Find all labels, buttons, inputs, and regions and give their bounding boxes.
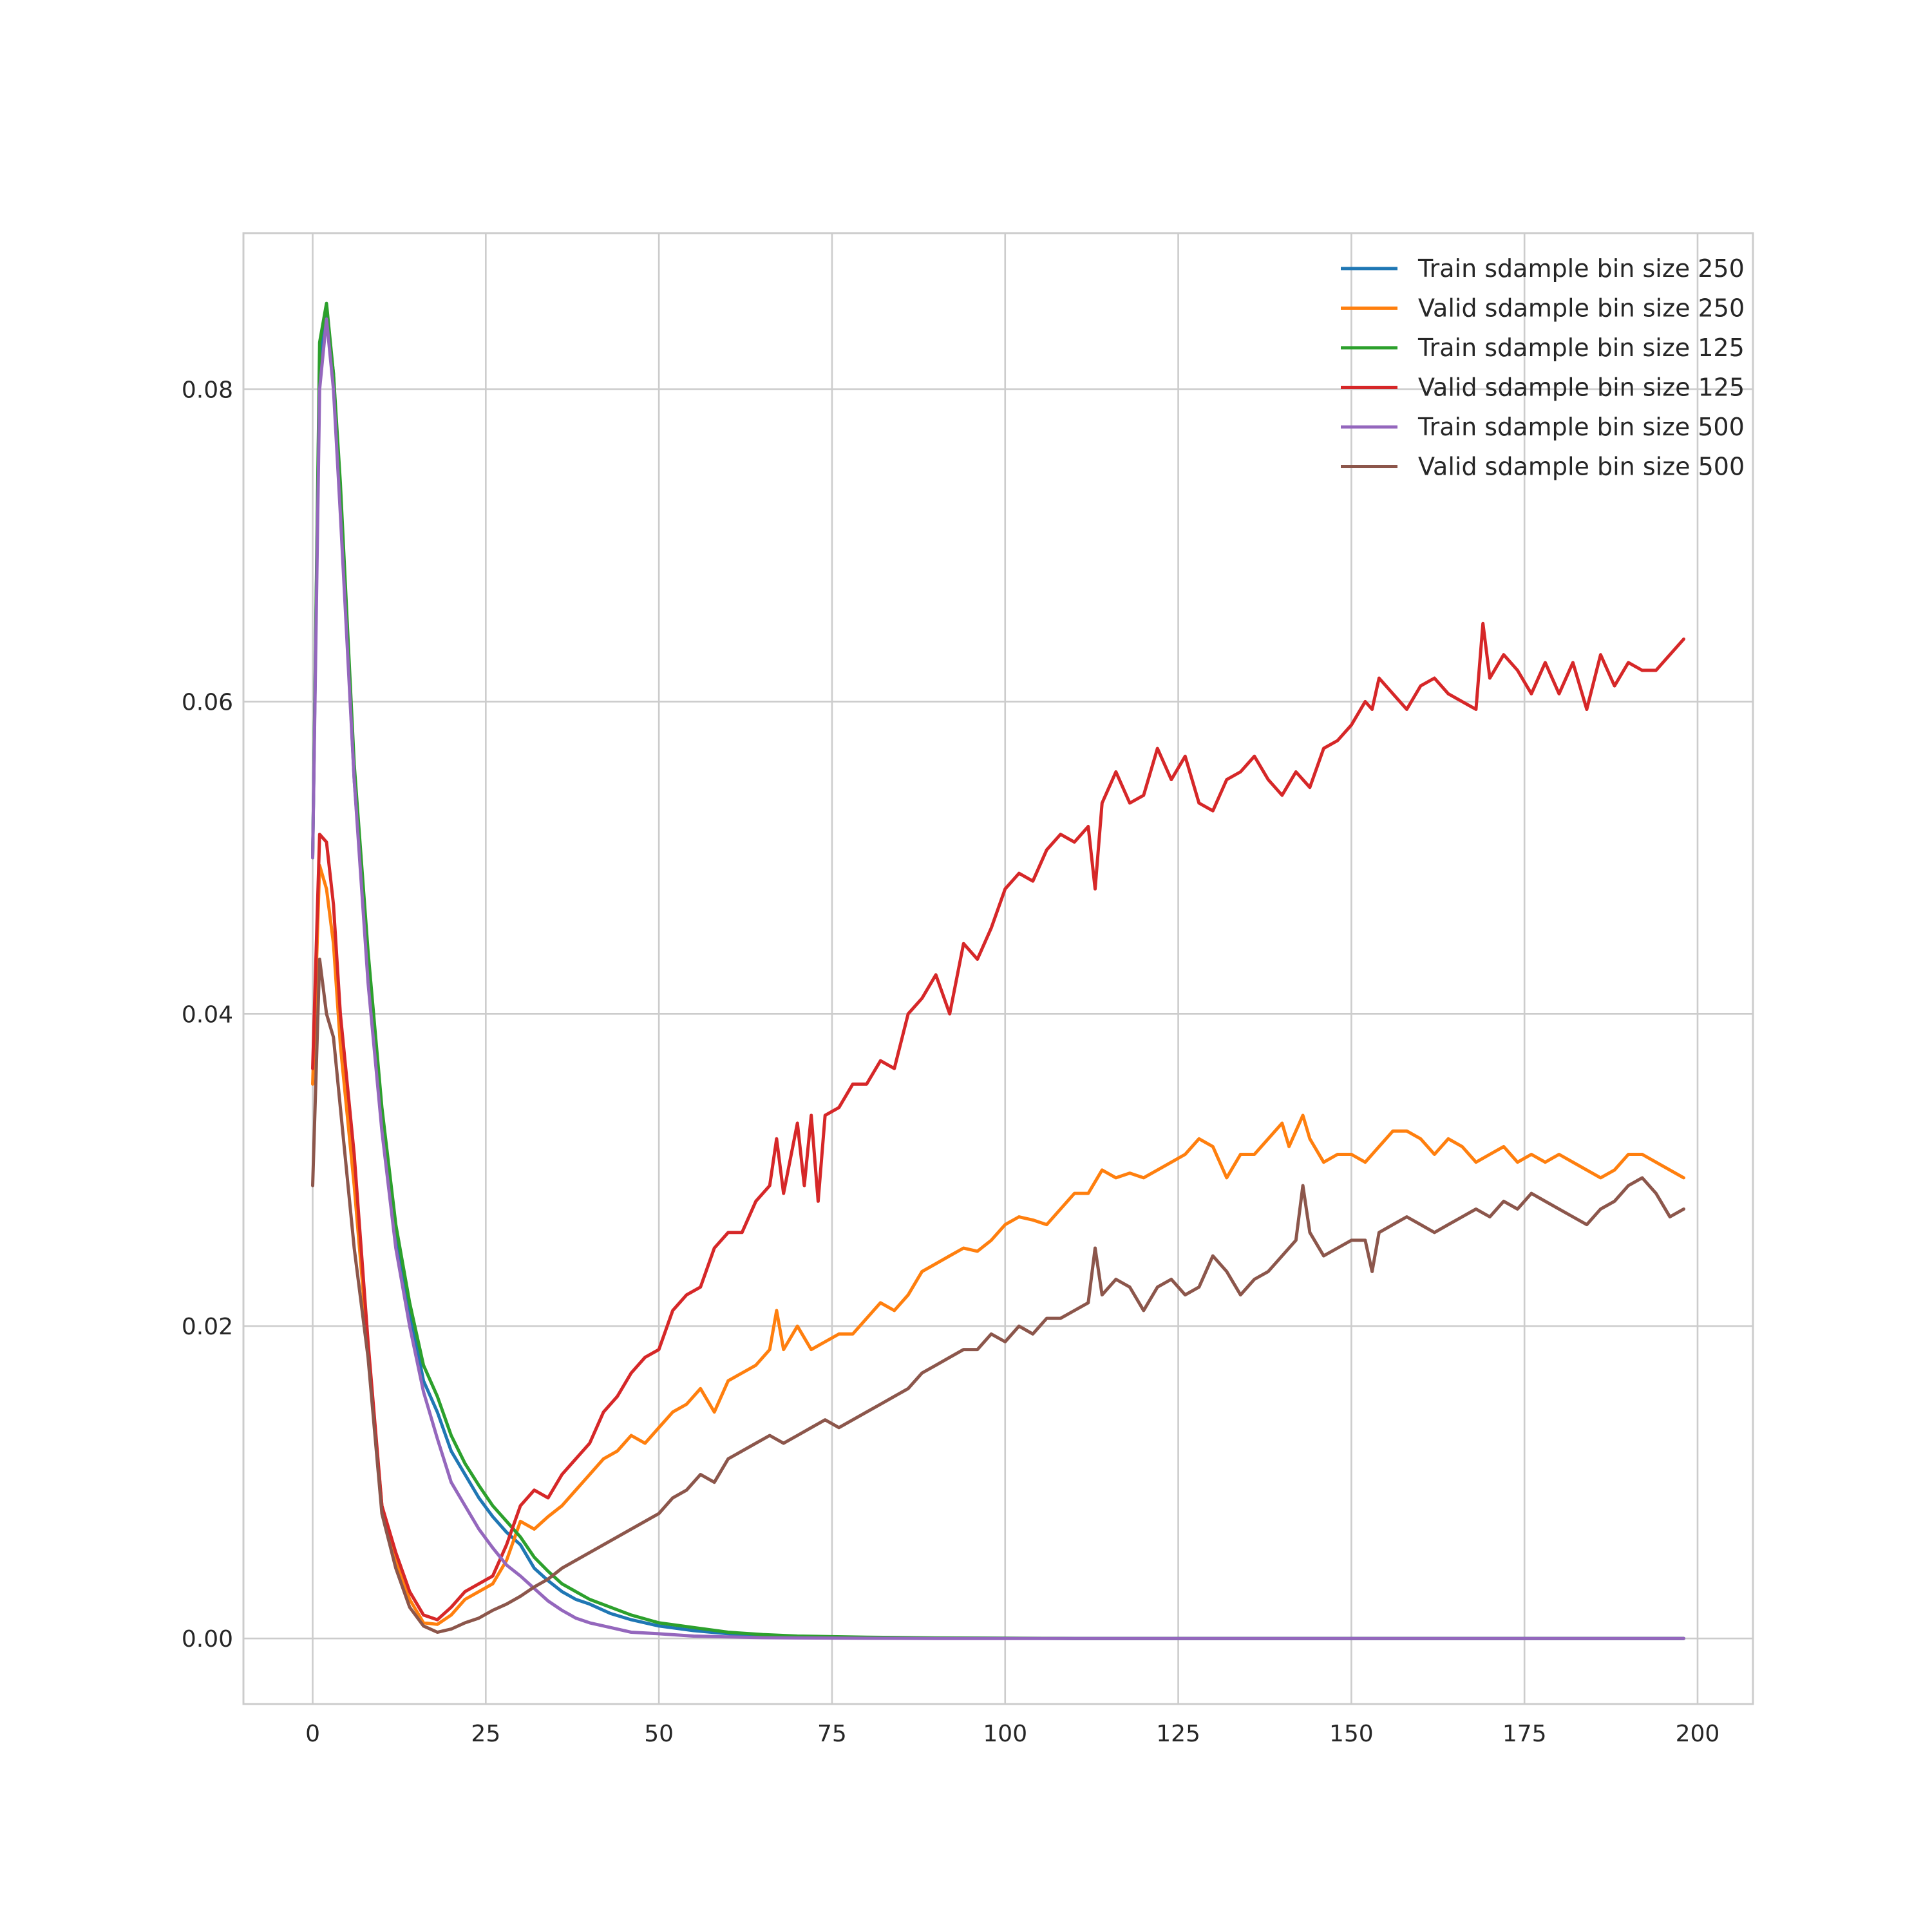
y-tick-label: 0.08 — [182, 377, 233, 403]
legend-entry-6: Valid sdample bin size 500 — [1418, 453, 1745, 481]
y-tick-label: 0.06 — [182, 689, 233, 715]
series-line-2 — [311, 864, 1685, 1626]
legend-entry-2: Valid sdample bin size 250 — [1418, 294, 1745, 323]
plot-area-frame — [242, 232, 1754, 1705]
x-tick-label: 175 — [1502, 1721, 1547, 1747]
series-line-5 — [311, 317, 1685, 1640]
x-axis-ticks: 0 25 50 75 100 125 150 175 200 — [305, 1721, 1719, 1747]
legend-entry-5: Train sdample bin size 500 — [1417, 413, 1745, 441]
grid — [243, 233, 1753, 1704]
legend-entry-3: Train sdample bin size 125 — [1417, 334, 1745, 362]
y-axis-ticks: 0.00 0.02 0.04 0.06 0.08 — [182, 377, 233, 1653]
legend: Train sdample bin size 250 Valid sdample … — [1341, 254, 1745, 481]
y-tick-label: 0.04 — [182, 1001, 233, 1028]
legend-entry-1: Train sdample bin size 250 — [1417, 254, 1745, 283]
x-tick-label: 0 — [305, 1721, 320, 1747]
x-tick-label: 50 — [644, 1721, 674, 1747]
y-tick-label: 0.00 — [182, 1626, 233, 1653]
series-line-4 — [311, 621, 1685, 1622]
x-tick-label: 150 — [1329, 1721, 1374, 1747]
legend-entry-4: Valid sdample bin size 125 — [1418, 374, 1745, 402]
x-tick-label: 100 — [983, 1721, 1027, 1747]
series-line-6 — [311, 958, 1685, 1634]
x-tick-label: 25 — [471, 1721, 500, 1747]
series-lines — [311, 301, 1685, 1640]
series-line-3 — [311, 301, 1685, 1640]
x-tick-label: 125 — [1156, 1721, 1200, 1747]
x-tick-label: 75 — [817, 1721, 847, 1747]
y-tick-label: 0.02 — [182, 1314, 233, 1340]
x-tick-label: 200 — [1676, 1721, 1720, 1747]
